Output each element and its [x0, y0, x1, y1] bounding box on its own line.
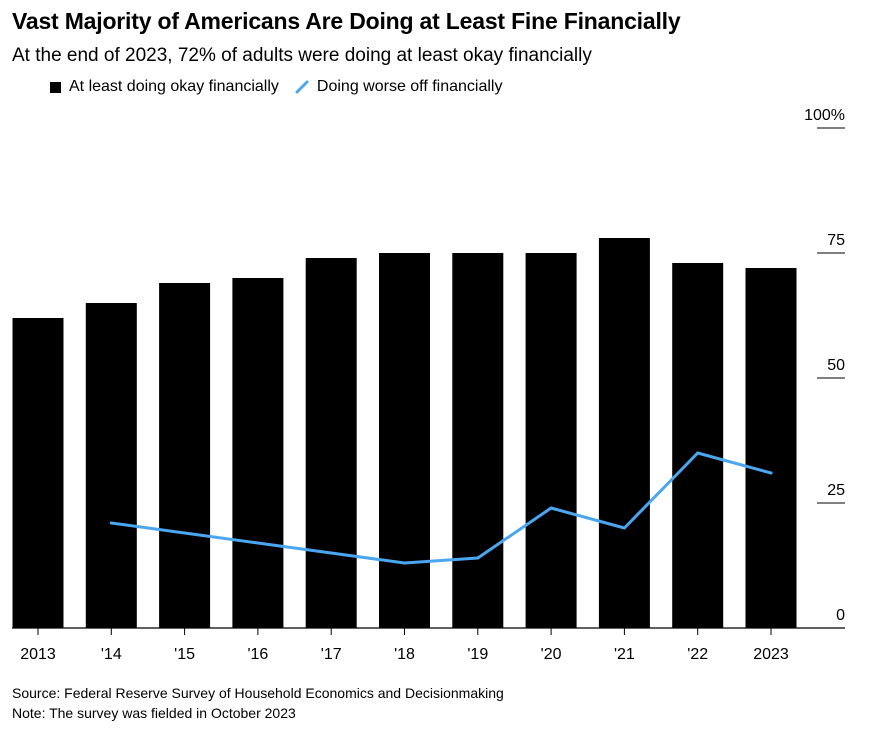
x-tick-label: '20 [541, 646, 562, 663]
bar [452, 253, 504, 628]
y-tick-label: 0 [836, 607, 845, 624]
chart-subtitle: At the end of 2023, 72% of adults were d… [12, 45, 592, 66]
bar [598, 238, 650, 628]
chart-title: Vast Majority of Americans Are Doing at … [12, 8, 681, 34]
bar [525, 253, 577, 628]
legend-item-line: Doing worse off financially [295, 78, 503, 96]
bar [159, 283, 211, 628]
x-tick-label: '21 [614, 646, 635, 663]
legend-bar-swatch [50, 81, 61, 93]
bar [85, 303, 137, 628]
x-tick-label: '22 [687, 646, 708, 663]
x-tick-label: '19 [467, 646, 488, 663]
line-point [476, 556, 480, 560]
line-point [403, 561, 406, 565]
x-tick-label: '17 [321, 646, 342, 663]
line-point [109, 521, 113, 525]
line-point [549, 506, 553, 510]
x-tick-label: '16 [247, 646, 268, 663]
y-tick-label: 100% [804, 107, 845, 124]
x-tick-label: '14 [101, 646, 122, 663]
bar [379, 253, 430, 628]
line-point [329, 551, 333, 555]
y-tick-label: 50 [827, 357, 845, 374]
line-point [769, 471, 773, 475]
x-tick-label: 2013 [20, 646, 56, 663]
legend-bar-label: At least doing okay financially [69, 78, 279, 95]
legend-item-bars: At least doing okay financially [50, 78, 279, 96]
line-point [696, 451, 700, 455]
line-point [183, 531, 187, 535]
x-tick-label: '15 [174, 646, 195, 663]
worse-off-line [109, 451, 773, 565]
bar [232, 278, 284, 628]
bar [305, 258, 357, 628]
line-point [622, 526, 626, 530]
source-note: Source: Federal Reserve Survey of Househ… [12, 685, 504, 701]
x-tick-label: '18 [394, 646, 415, 663]
y-tick-label: 25 [827, 482, 845, 499]
x-tick-label: 2023 [753, 646, 789, 663]
legend: At least doing okay financially Doing wo… [50, 78, 518, 96]
bar [672, 263, 724, 628]
line-point [256, 541, 260, 545]
bar [12, 318, 64, 628]
legend-line-label: Doing worse off financially [316, 78, 503, 95]
bar [745, 268, 797, 628]
survey-note: Note: The survey was fielded in October … [12, 705, 296, 721]
legend-line-swatch [295, 80, 309, 94]
y-tick-label: 75 [827, 232, 845, 249]
